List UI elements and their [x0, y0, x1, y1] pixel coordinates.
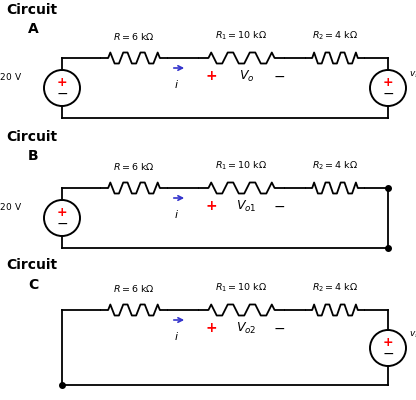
Text: +: + — [206, 321, 217, 335]
Text: $R_1 = 10\ \mathrm{k\Omega}$: $R_1 = 10\ \mathrm{k\Omega}$ — [215, 160, 267, 172]
Text: A: A — [28, 22, 39, 36]
Text: Circuit: Circuit — [6, 3, 57, 17]
Text: $v_{s2} = 10\ \mathrm{V}$: $v_{s2} = 10\ \mathrm{V}$ — [409, 68, 416, 80]
Text: C: C — [28, 278, 38, 292]
Text: −: − — [56, 87, 68, 101]
Text: $V_{o2}$: $V_{o2}$ — [236, 320, 257, 336]
Text: $i$: $i$ — [174, 330, 180, 342]
Text: +: + — [57, 206, 67, 219]
Text: $R_2 = 4\ \mathrm{k\Omega}$: $R_2 = 4\ \mathrm{k\Omega}$ — [312, 30, 358, 42]
Text: $i$: $i$ — [174, 208, 180, 220]
Text: $R = 6\ \mathrm{k\Omega}$: $R = 6\ \mathrm{k\Omega}$ — [113, 31, 155, 42]
Text: +: + — [57, 76, 67, 89]
Text: +: + — [206, 199, 217, 213]
Text: −: − — [56, 217, 68, 231]
Text: +: + — [206, 69, 217, 83]
Text: $R = 6\ \mathrm{k\Omega}$: $R = 6\ \mathrm{k\Omega}$ — [113, 283, 155, 294]
Text: $v_{s2} = 10\ \mathrm{V}$: $v_{s2} = 10\ \mathrm{V}$ — [409, 328, 416, 340]
Text: $R_1 = 10\ \mathrm{k\Omega}$: $R_1 = 10\ \mathrm{k\Omega}$ — [215, 282, 267, 294]
Text: −: − — [382, 87, 394, 101]
Text: $R = 6\ \mathrm{k\Omega}$: $R = 6\ \mathrm{k\Omega}$ — [113, 161, 155, 172]
Text: Circuit: Circuit — [6, 258, 57, 272]
Text: $R_2 = 4\ \mathrm{k\Omega}$: $R_2 = 4\ \mathrm{k\Omega}$ — [312, 160, 358, 172]
Text: +: + — [383, 336, 393, 349]
Text: B: B — [28, 149, 39, 163]
Text: $R_2 = 4\ \mathrm{k\Omega}$: $R_2 = 4\ \mathrm{k\Omega}$ — [312, 282, 358, 294]
Text: +: + — [383, 76, 393, 89]
Text: Circuit: Circuit — [6, 130, 57, 144]
Text: $i$: $i$ — [174, 78, 180, 90]
Text: $V_{o}$: $V_{o}$ — [239, 68, 254, 84]
Text: $-$: $-$ — [273, 69, 285, 83]
Text: $-$: $-$ — [273, 199, 285, 213]
Text: $V_{o1}$: $V_{o1}$ — [236, 198, 257, 214]
Text: $v_{s1} = 20\ \mathrm{V}$: $v_{s1} = 20\ \mathrm{V}$ — [0, 202, 22, 214]
Text: $v_{s1} = 20\ \mathrm{V}$: $v_{s1} = 20\ \mathrm{V}$ — [0, 72, 22, 84]
Text: $R_1 = 10\ \mathrm{k\Omega}$: $R_1 = 10\ \mathrm{k\Omega}$ — [215, 30, 267, 42]
Text: $-$: $-$ — [273, 321, 285, 335]
Text: −: − — [382, 347, 394, 361]
